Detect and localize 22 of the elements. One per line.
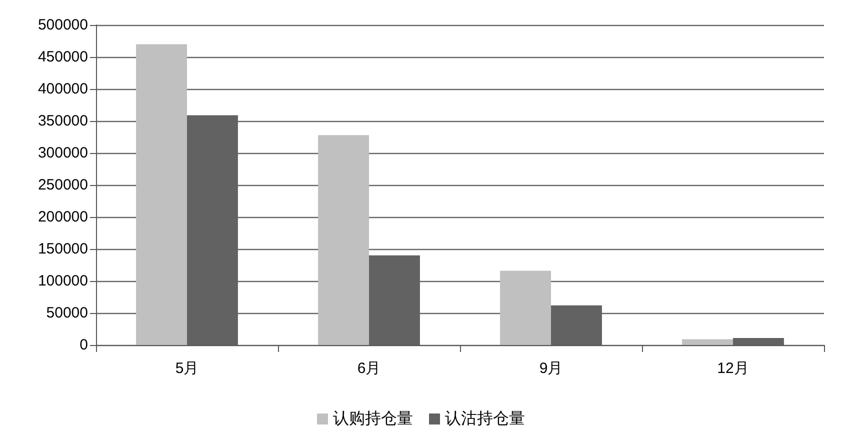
bar — [733, 338, 784, 345]
bar — [136, 44, 187, 345]
y-tick-label: 500000 — [38, 16, 88, 34]
x-tick-label: 5月 — [175, 360, 199, 377]
legend-label: 认购持仓量 — [333, 410, 413, 428]
legend-label: 认沽持仓量 — [445, 410, 525, 428]
bar — [500, 270, 551, 345]
y-tick-label: 400000 — [38, 80, 88, 98]
bar — [682, 339, 733, 345]
y-tick-label: 250000 — [38, 176, 88, 194]
x-tick-label: 12月 — [717, 360, 749, 377]
y-tick-label: 350000 — [38, 112, 88, 130]
x-tick-label: 6月 — [357, 360, 381, 377]
bar — [318, 135, 369, 345]
y-tick-label: 0 — [80, 336, 88, 354]
y-tick-label: 150000 — [38, 240, 88, 258]
y-tick-label: 200000 — [38, 208, 88, 226]
y-tick-label: 100000 — [38, 272, 88, 290]
y-tick-label: 50000 — [46, 304, 88, 322]
y-tick-label: 300000 — [38, 144, 88, 162]
x-tick-label: 9月 — [539, 360, 563, 377]
y-tick-label: 450000 — [38, 48, 88, 66]
